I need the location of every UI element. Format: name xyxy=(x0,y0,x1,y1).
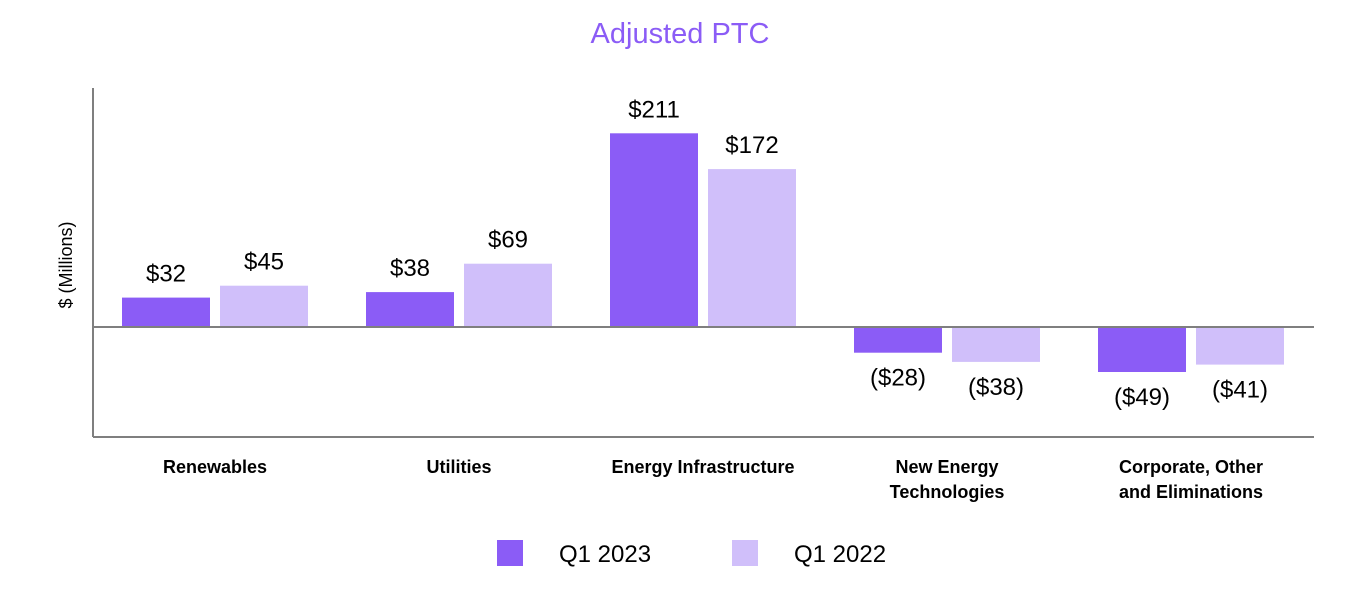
category-labels-group: Renewables Utilities Energy Infrastructure… xyxy=(163,457,1263,502)
y-axis-label: $ (Millions) xyxy=(56,221,76,308)
data-label-q1-2023-0: $32 xyxy=(146,261,186,288)
data-label-q1-2022-2: $172 xyxy=(725,132,778,159)
bar-q1-2022-0 xyxy=(220,285,308,327)
category-label-4-0: Corporate, Other xyxy=(1119,457,1263,477)
bar-q1-2022-1 xyxy=(464,263,552,327)
bar-q1-2022-2 xyxy=(708,169,796,327)
data-label-q1-2023-1: $38 xyxy=(390,255,430,282)
bars-group xyxy=(122,133,1284,372)
bar-q1-2023-2 xyxy=(610,133,698,327)
legend: Q1 2023 Q1 2022 xyxy=(497,540,886,568)
bar-q1-2023-4 xyxy=(1098,327,1186,372)
category-label-3-0: New Energy xyxy=(895,457,998,477)
data-labels-group: $32 $45 $38 $69 $211 $172 ($28) ($38) ($49) ($41) xyxy=(146,96,1268,411)
bar-q1-2022-4 xyxy=(1196,327,1284,365)
data-label-q1-2023-4: ($49) xyxy=(1114,384,1170,411)
data-label-q1-2023-3: ($28) xyxy=(870,365,926,392)
legend-label-q1-2023: Q1 2023 xyxy=(559,541,651,568)
data-label-q1-2022-0: $45 xyxy=(244,249,284,276)
category-label-2-0: Energy Infrastructure xyxy=(611,457,794,477)
data-label-q1-2022-3: ($38) xyxy=(968,374,1024,401)
bar-q1-2023-0 xyxy=(122,297,210,327)
bar-q1-2022-3 xyxy=(952,327,1040,362)
category-label-1-0: Utilities xyxy=(426,457,491,477)
bar-q1-2023-3 xyxy=(854,327,942,353)
legend-label-q1-2022: Q1 2022 xyxy=(794,541,886,568)
category-label-0-0: Renewables xyxy=(163,457,267,477)
category-label-4-1: and Eliminations xyxy=(1119,482,1263,502)
category-label-3-1: Technologies xyxy=(890,482,1005,502)
bar-q1-2023-1 xyxy=(366,292,454,327)
legend-swatch-q1-2022 xyxy=(732,540,758,566)
chart-title: Adjusted PTC xyxy=(591,18,770,50)
data-label-q1-2022-1: $69 xyxy=(488,227,528,254)
data-label-q1-2022-4: ($41) xyxy=(1212,377,1268,404)
legend-swatch-q1-2023 xyxy=(497,540,523,566)
data-label-q1-2023-2: $211 xyxy=(628,96,680,123)
